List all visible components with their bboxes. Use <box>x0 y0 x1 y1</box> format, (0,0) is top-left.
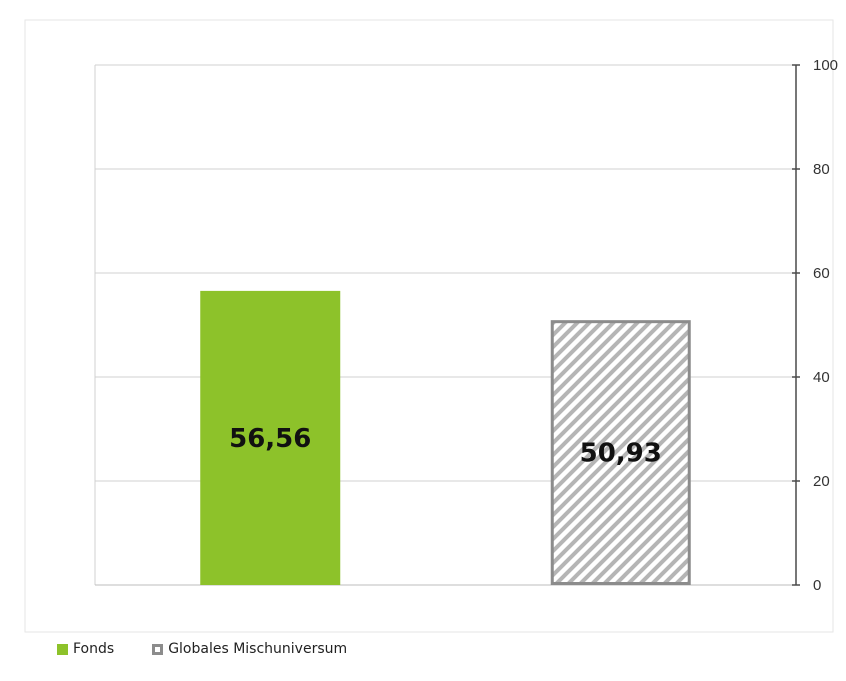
bar-globales-mischuniversum <box>550 320 691 585</box>
gridlines <box>94 64 796 586</box>
y-tick-label-80: 80 <box>813 161 830 178</box>
y-tick-label-20: 20 <box>813 473 830 490</box>
legend: Fonds Globales Mischuniversum <box>57 641 385 657</box>
y-tick-label-60: 60 <box>813 265 830 282</box>
y-tick-label-100: 100 <box>813 57 838 74</box>
y-tick-label-0: 0 <box>813 577 821 594</box>
chart-outer-border <box>24 19 834 633</box>
legend-item-globales-mischuniversum: Globales Mischuniversum <box>152 641 347 657</box>
legend-item-fonds: Fonds <box>57 641 114 657</box>
legend-swatch-fonds <box>57 643 68 655</box>
bar-fonds <box>200 290 341 585</box>
legend-label-globales-mischuniversum: Globales Mischuniversum <box>168 641 348 657</box>
legend-label-fonds: Fonds <box>73 641 115 657</box>
legend-swatch-globales-mischuniversum <box>152 643 164 655</box>
data-label-fonds: 56,56 <box>229 424 311 454</box>
bars: 56,56 50,93 <box>200 290 691 585</box>
y-axis: 0 20 40 60 80 100 <box>792 57 838 594</box>
data-label-globales-mischuniversum: 50,93 <box>580 439 662 469</box>
y-tick-label-40: 40 <box>813 369 830 386</box>
